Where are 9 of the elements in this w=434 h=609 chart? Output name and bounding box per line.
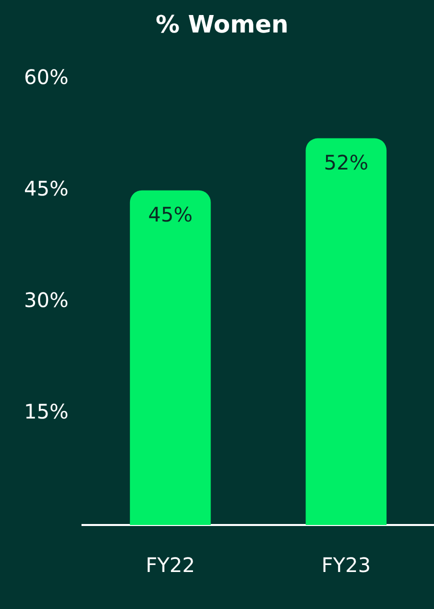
data-label: 45% xyxy=(148,202,193,227)
y-tick-label: 15% xyxy=(24,400,68,424)
x-tick-label: FY22 xyxy=(146,553,195,578)
chart-title: % Women xyxy=(156,10,288,39)
y-tick-label: 45% xyxy=(24,176,68,201)
data-label: 52% xyxy=(324,150,368,174)
y-tick-label: 60% xyxy=(24,65,68,90)
x-tick-label: FY23 xyxy=(322,553,371,578)
y-tick-label: 30% xyxy=(24,288,68,312)
